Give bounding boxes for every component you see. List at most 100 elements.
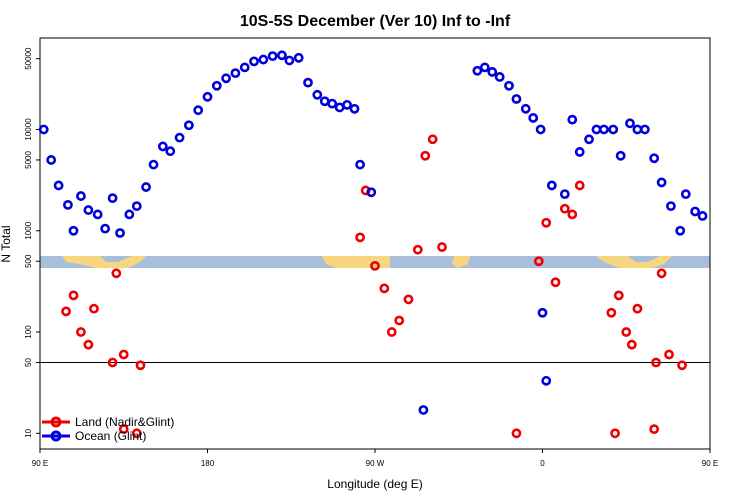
ocean-point [165,146,176,157]
y-axis-label: N Total [0,225,13,262]
ocean-point [639,124,650,135]
ocean-point [574,147,585,157]
ocean-point [107,193,118,204]
y-tick-label: 5000 [24,151,33,169]
ocean-point [599,124,609,135]
land-point [403,294,414,305]
ocean-point [487,67,498,77]
ocean-point [520,103,531,114]
ocean-point [656,177,667,188]
land-point [567,209,578,220]
land-point [379,283,390,294]
ocean-point [211,80,222,91]
ocean-point [535,124,546,135]
land-point [89,303,99,314]
ocean-point [124,209,135,220]
ocean-point [649,153,660,164]
ocean-point [157,141,168,152]
ocean-point [504,80,514,91]
ocean-point [472,65,483,76]
chart-title: 10S-5S December (Ver 10) Inf to -Inf [240,13,511,30]
land-point [118,349,129,360]
legend-ocean-label: Ocean (Glint) [75,429,146,443]
ocean-point [479,62,490,73]
y-tick-label: 50000 [24,47,33,70]
land-point [420,150,431,161]
ocean-point [666,201,676,212]
legend-ocean-marker [50,430,62,442]
land-point [632,303,643,314]
land-point [541,217,552,228]
land-point [621,327,632,337]
land-point [111,268,122,279]
ocean-point [131,201,142,212]
ocean-point [537,307,548,318]
ocean-point [230,68,241,79]
ocean-point [342,99,352,110]
ocean-point [202,91,213,102]
legend-land-marker [50,416,62,428]
y-axis: 10 50 100 500 1000 5000 10000 50000 [24,47,40,438]
land-point [649,424,660,435]
ocean-point [675,225,686,236]
land-point [533,256,544,267]
x-tick-label: 180 [201,459,215,468]
ocean-point [115,228,125,238]
land-point [76,327,86,337]
ocean-point [174,132,185,143]
land-point [61,306,71,317]
ocean-point [148,159,159,170]
map-strip-land-australia-2 [596,256,672,268]
x-tick-label: 90 E [702,459,718,468]
ocean-point [312,89,323,100]
ocean-point [528,113,539,123]
ocean-point [418,405,429,415]
land-point [550,277,561,288]
ocean-point [690,206,701,217]
ocean-point [249,56,259,67]
land-point [131,428,142,439]
ocean-point [221,73,232,84]
legend-land-label: Land (Nadir&Glint) [75,415,174,429]
land-point [386,327,397,337]
ocean-point [366,187,377,198]
ocean-point [267,51,278,62]
land-point [613,290,624,301]
land-point [355,232,366,243]
land-point [574,180,585,191]
ocean-point [567,114,578,125]
ocean-point [511,94,522,104]
land-point [394,315,405,326]
ocean-point [100,223,111,234]
ocean-point [327,98,338,109]
x-axis-label: Longitude (deg E) [327,477,422,491]
ocean-point [546,180,557,191]
land-point [412,244,423,255]
map-strip-land-south-america [322,256,390,268]
ocean-point [541,375,552,386]
y-tick-label: 10 [24,428,33,437]
ocean-point [632,124,643,135]
land-point [68,290,79,301]
ocean-point [76,191,86,201]
map-strip-land-australia-1 [62,256,146,268]
x-axis: 90 E 180 90 W 0 90 E [32,449,718,468]
ocean-point [334,102,345,113]
ocean-point [258,54,269,65]
ocean-point [615,150,626,161]
land-point [559,203,570,214]
ocean-point [193,105,204,116]
ocean-point [608,124,619,135]
y-tick-label: 1000 [24,221,33,239]
land-point [656,268,667,279]
land-point [370,260,380,271]
ocean-point [92,209,103,220]
ocean-point [680,189,691,200]
land-point [511,428,522,439]
land-point [606,307,617,318]
land-point [626,339,637,350]
land-point [437,242,447,252]
ocean-point [591,124,602,135]
ocean-point [494,72,505,82]
